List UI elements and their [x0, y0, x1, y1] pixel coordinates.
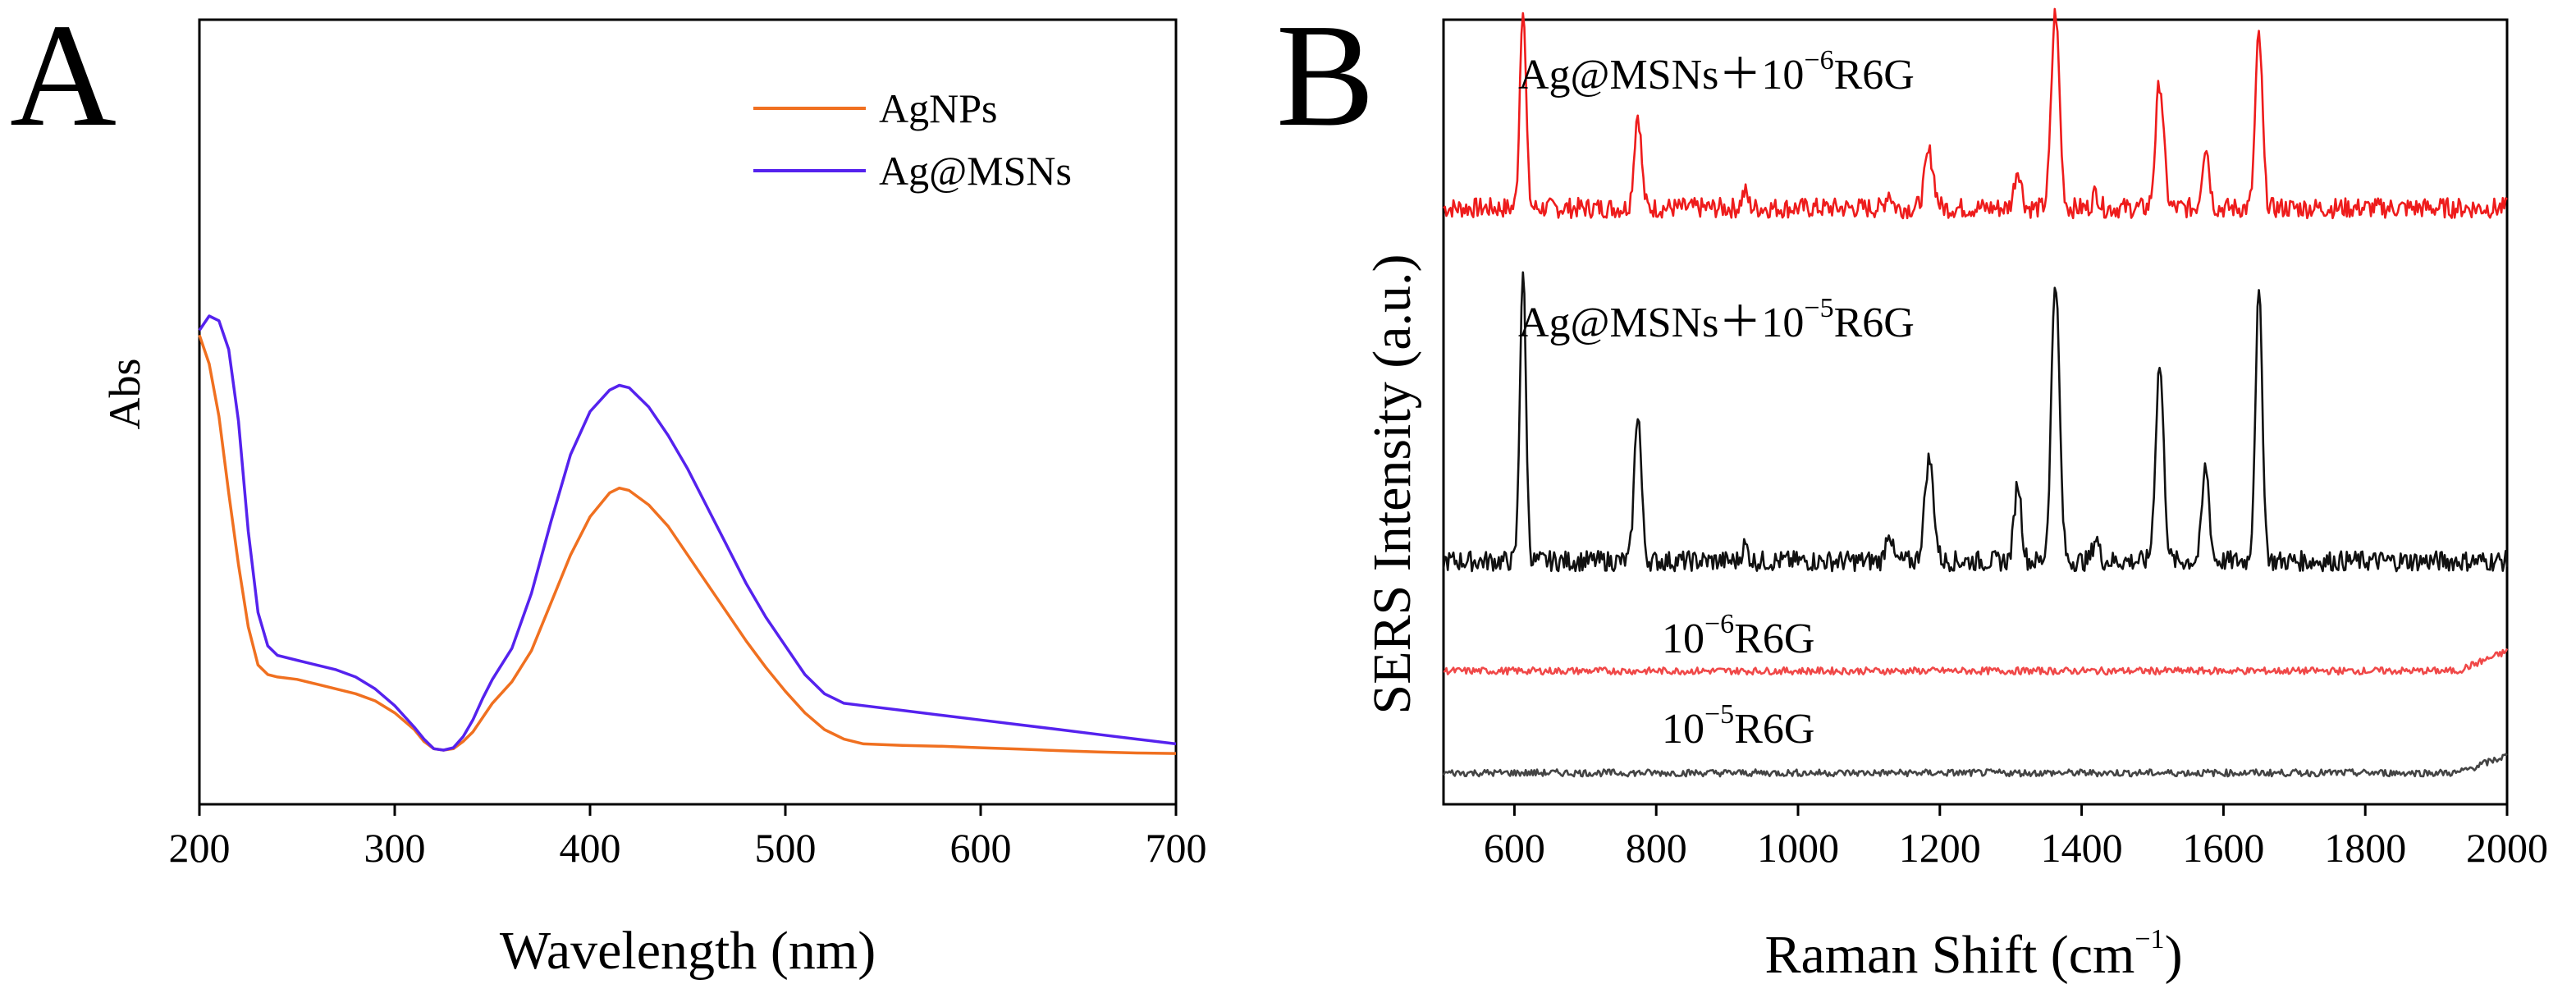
panel-b-letter: B	[1276, 0, 1375, 157]
panel-b-xlabel-end: )	[2165, 925, 2183, 985]
panel-b-series-1	[1442, 271, 2509, 573]
panel-b-annotation-0: Ag@MSNs＋10−6R6G	[1518, 45, 1915, 98]
panel-b-series-0	[1443, 7, 2508, 220]
panel-b-xtick-label-1600: 1600	[2182, 825, 2264, 871]
panel-a-xtick-label-600: 600	[950, 825, 1012, 871]
panel-a-xtick-label-400: 400	[560, 825, 621, 871]
panel-a-chart: 200 300 400 500 600 700 AgNPs Ag@MSNs	[169, 18, 1207, 871]
panel-a-series-0	[198, 334, 1177, 755]
panel-a-xtick-label-700: 700	[1146, 825, 1207, 871]
panel-b-xtick-label-1400: 1400	[2041, 825, 2123, 871]
panel-b-xlabel: Raman Shift (cm−1)	[1764, 924, 2182, 985]
panel-a-legend-label-1: Ag@MSNs	[879, 148, 1072, 194]
panel-b-xlabel-sup: −1	[2134, 924, 2164, 954]
panel-b-annotation-2: 10−6R6G	[1662, 609, 1814, 662]
panel-b-chart: 600 800 1000 1200 1400 1600 1800 2000 Ag@MSNs＋10…	[1442, 7, 2548, 871]
panel-a-letter: A	[10, 0, 117, 157]
panel-b-frame	[1442, 18, 2509, 806]
panel-a-xtick-label-300: 300	[364, 825, 426, 871]
panel-b-xtick-label-1000: 1000	[1757, 825, 1839, 871]
panel-b-ylabel: SERS Intensity (a.u.)	[1362, 254, 1422, 715]
panel-a-xtick-label-500: 500	[755, 825, 817, 871]
panel-a-xlabel: Wavelength (nm)	[500, 921, 876, 981]
panel-b-xlabel-main: Raman Shift (cm	[1764, 925, 2134, 985]
panel-b-series-2	[1443, 648, 2509, 676]
panel-b-xtick-label-1800: 1800	[2324, 825, 2406, 871]
panel-b-xtick-label-1200: 1200	[1899, 825, 1981, 871]
panel-b-annotation-3: 10−5R6G	[1662, 699, 1814, 753]
panel-a-xtick-label-200: 200	[169, 825, 231, 871]
panel-a-legend-label-0: AgNPs	[879, 85, 997, 131]
panel-b-series-3	[1442, 753, 2508, 778]
panel-b-xtick-label-600: 600	[1484, 825, 1545, 871]
panel-b-xtick-label-2000: 2000	[2466, 825, 2548, 871]
panel-a-ylabel: Abs	[100, 358, 149, 429]
panel-a-frame	[198, 18, 1178, 806]
panel-b-annotation-1: Ag@MSNs＋10−5R6G	[1518, 293, 1915, 346]
panel-a-series-1	[198, 314, 1177, 752]
panel-b-xtick-label-800: 800	[1626, 825, 1687, 871]
